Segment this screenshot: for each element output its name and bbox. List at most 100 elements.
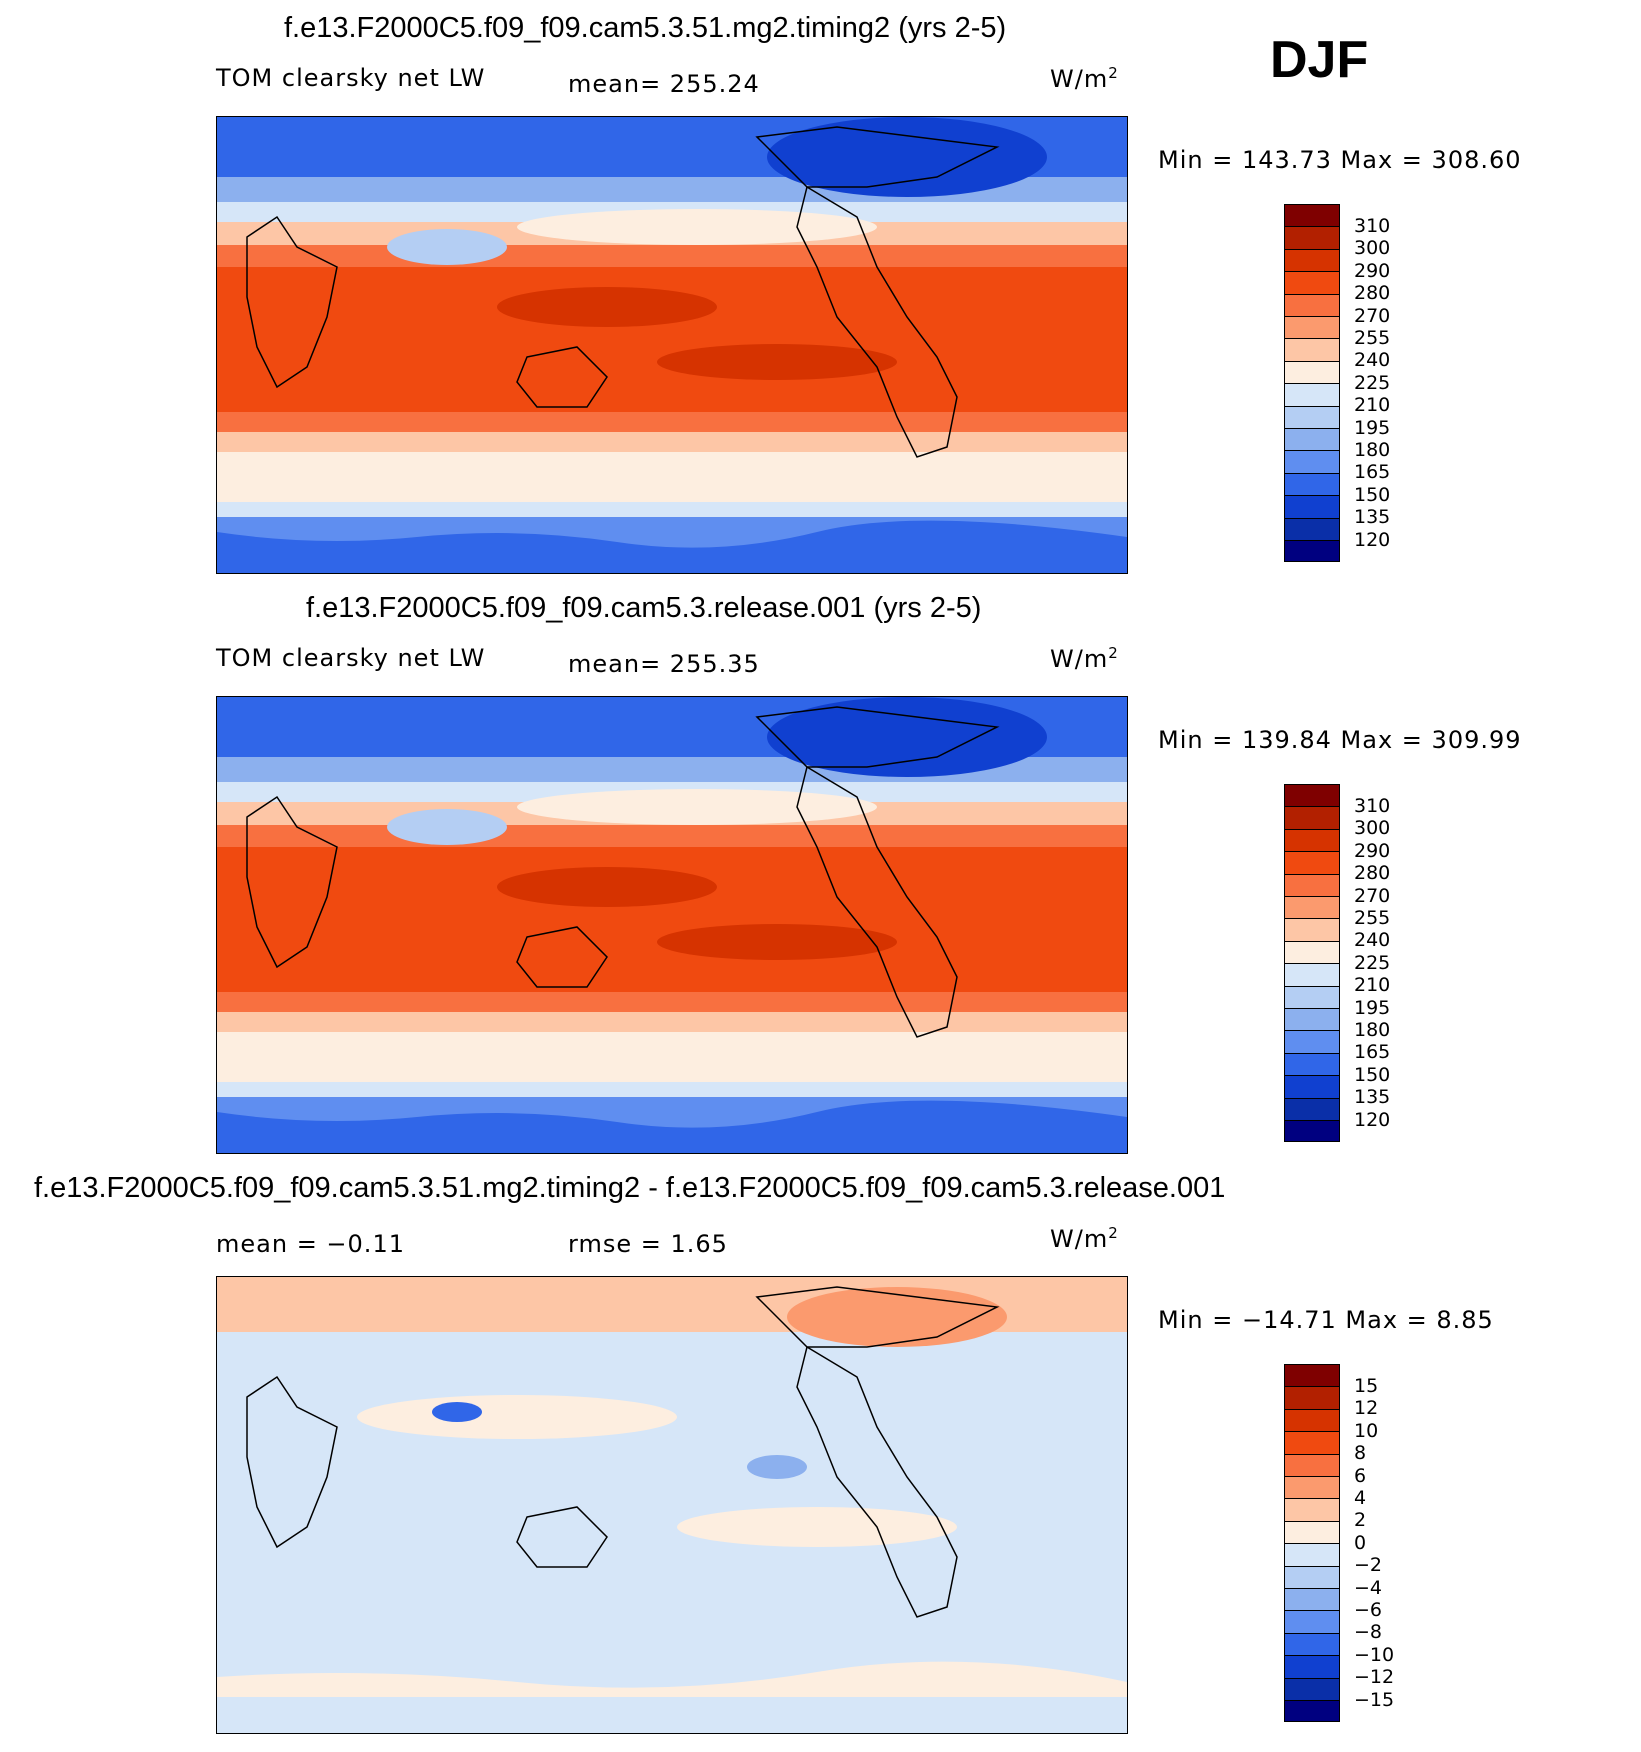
colorbar-label: 6 xyxy=(1354,1464,1367,1487)
colorbar-label: 290 xyxy=(1354,259,1391,282)
colorbar-label: 4 xyxy=(1354,1486,1367,1509)
colorbar-label: 240 xyxy=(1354,349,1391,372)
colorbar-swatch xyxy=(1284,1386,1340,1409)
colorbar-label: −4 xyxy=(1354,1576,1383,1599)
panel-1-mean-label: mean= 255.24 xyxy=(568,70,760,98)
colorbar-label: 210 xyxy=(1354,974,1391,997)
panel-1-variable-label: TOM clearsky net LW xyxy=(216,64,486,92)
panel-3-contour-map xyxy=(217,1277,1127,1733)
colorbar-swatch xyxy=(1284,1610,1340,1633)
colorbar-swatch xyxy=(1284,1677,1340,1700)
panel-3-units: W/m2 xyxy=(1050,1224,1119,1253)
colorbar-swatch xyxy=(1284,873,1340,896)
colorbar-swatch xyxy=(1284,248,1340,272)
colorbar-swatch xyxy=(1284,540,1340,563)
colorbar-label: 165 xyxy=(1354,461,1391,484)
colorbar-swatch xyxy=(1284,405,1340,428)
colorbar-swatch xyxy=(1284,1008,1340,1031)
colorbar-swatch xyxy=(1284,450,1340,473)
colorbar-swatch xyxy=(1284,316,1340,339)
colorbar-label: 270 xyxy=(1354,304,1391,327)
colorbar-label: 15 xyxy=(1354,1374,1379,1397)
colorbar-label: 180 xyxy=(1354,438,1391,461)
colorbar-swatch xyxy=(1284,1632,1340,1656)
panel-3-rmse-label: rmse = 1.65 xyxy=(568,1230,728,1258)
colorbar-swatch xyxy=(1284,1052,1340,1076)
panel-1-map xyxy=(216,116,1128,574)
colorbar-swatch xyxy=(1284,784,1340,807)
colorbar-label: 195 xyxy=(1354,416,1391,439)
colorbar-label: 180 xyxy=(1354,1018,1391,1041)
colorbar-swatch xyxy=(1284,338,1340,361)
colorbar-label: 8 xyxy=(1354,1442,1367,1465)
colorbar-swatch xyxy=(1284,918,1340,941)
panel-2-min-max: Min = 139.84 Max = 309.99 xyxy=(1158,726,1522,754)
colorbar-label: 300 xyxy=(1354,817,1391,840)
panel-2-contour-map xyxy=(217,697,1127,1153)
colorbar-swatch xyxy=(1284,293,1340,316)
panel-2-map xyxy=(216,696,1128,1154)
colorbar-swatch xyxy=(1284,1075,1340,1098)
colorbar-swatch xyxy=(1284,360,1340,384)
colorbar-label: 225 xyxy=(1354,951,1391,974)
panel-3-map xyxy=(216,1276,1128,1734)
colorbar-label: 120 xyxy=(1354,1108,1391,1131)
colorbar-swatch xyxy=(1284,985,1340,1008)
colorbar-swatch xyxy=(1284,1655,1340,1678)
colorbar-swatch xyxy=(1284,1431,1340,1454)
colorbar-label: −2 xyxy=(1354,1554,1383,1577)
colorbar-swatch xyxy=(1284,495,1340,518)
colorbar-swatch xyxy=(1284,940,1340,964)
colorbar-label: 255 xyxy=(1354,906,1391,929)
panel-1-contour-map xyxy=(217,117,1127,573)
colorbar-label: 300 xyxy=(1354,237,1391,260)
colorbar-label: 290 xyxy=(1354,839,1391,862)
colorbar-label: 0 xyxy=(1354,1531,1367,1554)
colorbar-label: 165 xyxy=(1354,1041,1391,1064)
panel-2-units: W/m2 xyxy=(1050,644,1119,673)
panel-3-min-max: Min = −14.71 Max = 8.85 xyxy=(1158,1306,1494,1334)
colorbar-swatch xyxy=(1284,428,1340,451)
panel-1-units: W/m2 xyxy=(1050,64,1119,93)
colorbar-swatch xyxy=(1284,1453,1340,1476)
colorbar-label: 280 xyxy=(1354,862,1391,885)
colorbar-label: 280 xyxy=(1354,282,1391,305)
colorbar-label: −8 xyxy=(1354,1621,1383,1644)
colorbar-swatch xyxy=(1284,806,1340,829)
colorbar-label: 310 xyxy=(1354,214,1391,237)
colorbar-label: 12 xyxy=(1354,1397,1379,1420)
colorbar-label: 150 xyxy=(1354,483,1391,506)
colorbar-label: 310 xyxy=(1354,794,1391,817)
colorbar-label: 120 xyxy=(1354,528,1391,551)
colorbar-swatch xyxy=(1284,1498,1340,1521)
colorbar-swatch xyxy=(1284,1097,1340,1120)
colorbar-swatch xyxy=(1284,828,1340,852)
colorbar-swatch xyxy=(1284,1700,1340,1723)
colorbar-label: −12 xyxy=(1354,1666,1395,1689)
colorbar-label: −15 xyxy=(1354,1688,1395,1711)
colorbar-swatch xyxy=(1284,963,1340,986)
colorbar-label: 225 xyxy=(1354,371,1391,394)
colorbar-label: 210 xyxy=(1354,394,1391,417)
colorbar-swatch xyxy=(1284,1030,1340,1053)
colorbar-swatch xyxy=(1284,1520,1340,1544)
panel-3-title: f.e13.F2000C5.f09_f09.cam5.3.51.mg2.timi… xyxy=(34,1172,1226,1204)
colorbar-swatch xyxy=(1284,1364,1340,1387)
colorbar-label: 255 xyxy=(1354,326,1391,349)
panel-3-mean-label: mean = −0.11 xyxy=(216,1230,405,1258)
panel-2-mean-label: mean= 255.35 xyxy=(568,650,760,678)
colorbar-label: 10 xyxy=(1354,1419,1379,1442)
colorbar-label: −10 xyxy=(1354,1643,1395,1666)
colorbar-swatch xyxy=(1284,1408,1340,1432)
colorbar-swatch xyxy=(1284,1543,1340,1566)
panel-2-title: f.e13.F2000C5.f09_f09.cam5.3.release.001… xyxy=(306,592,982,624)
colorbar-swatch xyxy=(1284,1588,1340,1611)
season-label: DJF xyxy=(1270,31,1369,89)
colorbar-swatch xyxy=(1284,896,1340,919)
colorbar-swatch xyxy=(1284,1120,1340,1143)
colorbar-swatch xyxy=(1284,271,1340,294)
colorbar-swatch xyxy=(1284,472,1340,496)
panel-1-min-max: Min = 143.73 Max = 308.60 xyxy=(1158,146,1522,174)
colorbar-swatch xyxy=(1284,204,1340,227)
colorbar-swatch xyxy=(1284,1476,1340,1499)
